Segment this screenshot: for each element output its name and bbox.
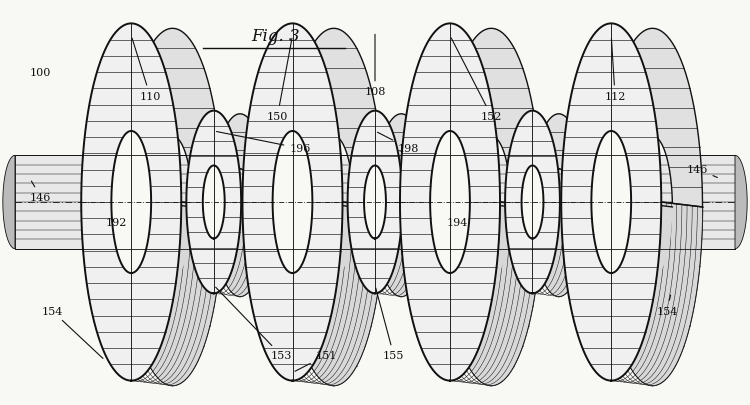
PathPatch shape — [602, 29, 703, 386]
Text: 155: 155 — [376, 288, 404, 360]
Polygon shape — [111, 132, 152, 273]
Text: 146: 146 — [30, 181, 52, 202]
Polygon shape — [521, 202, 570, 242]
Text: 154: 154 — [656, 295, 677, 316]
Text: 151: 151 — [295, 350, 337, 371]
PathPatch shape — [284, 29, 384, 386]
Polygon shape — [505, 202, 586, 297]
Text: Fig. 3: Fig. 3 — [251, 28, 300, 45]
Text: 196: 196 — [217, 132, 310, 154]
Polygon shape — [400, 202, 542, 386]
Text: 153: 153 — [216, 288, 292, 360]
Polygon shape — [15, 156, 735, 249]
PathPatch shape — [122, 29, 223, 386]
Text: 154: 154 — [41, 306, 103, 358]
Polygon shape — [735, 156, 747, 249]
PathPatch shape — [374, 115, 429, 297]
Polygon shape — [186, 202, 268, 297]
PathPatch shape — [531, 115, 586, 297]
PathPatch shape — [212, 115, 268, 297]
Text: 150: 150 — [267, 39, 292, 122]
Text: 146: 146 — [686, 164, 718, 178]
Polygon shape — [505, 111, 560, 294]
Polygon shape — [364, 166, 386, 239]
Polygon shape — [591, 132, 632, 273]
Polygon shape — [81, 202, 223, 386]
Polygon shape — [3, 156, 15, 249]
Polygon shape — [400, 24, 500, 381]
Polygon shape — [561, 24, 662, 381]
Polygon shape — [591, 202, 673, 278]
Polygon shape — [186, 111, 242, 294]
Polygon shape — [364, 202, 413, 242]
Polygon shape — [272, 202, 354, 278]
Polygon shape — [430, 202, 512, 278]
Text: 108: 108 — [364, 35, 386, 97]
Polygon shape — [242, 24, 343, 381]
Polygon shape — [81, 24, 182, 381]
Polygon shape — [202, 202, 251, 242]
Polygon shape — [272, 132, 313, 273]
PathPatch shape — [441, 29, 542, 386]
Polygon shape — [111, 202, 193, 278]
Polygon shape — [430, 132, 470, 273]
Text: 110: 110 — [132, 39, 160, 101]
Text: 192: 192 — [106, 218, 127, 228]
Text: 100: 100 — [30, 68, 52, 78]
Polygon shape — [521, 166, 544, 239]
Text: 112: 112 — [604, 39, 625, 101]
Polygon shape — [561, 202, 703, 386]
Text: 198: 198 — [377, 133, 419, 154]
Polygon shape — [242, 202, 384, 386]
Polygon shape — [347, 202, 429, 297]
Text: 152: 152 — [452, 39, 502, 122]
Polygon shape — [347, 111, 403, 294]
Text: 194: 194 — [447, 218, 468, 228]
Polygon shape — [202, 166, 225, 239]
